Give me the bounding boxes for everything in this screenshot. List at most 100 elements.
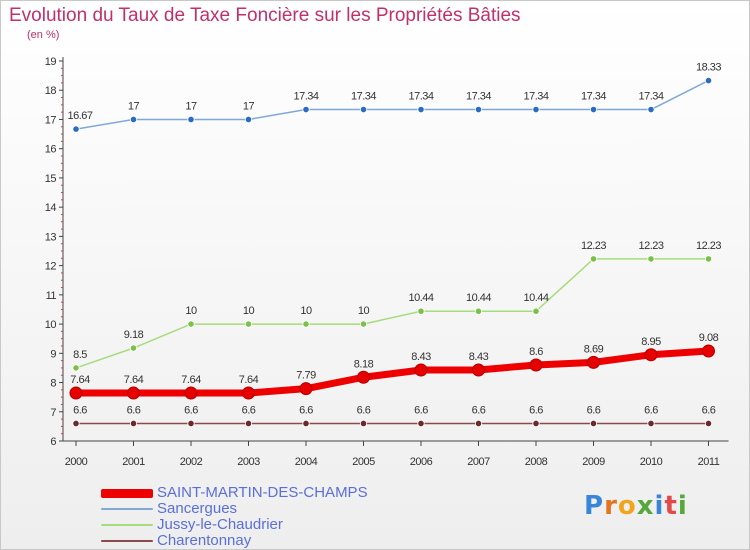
data-point (69, 386, 83, 400)
data-point (302, 105, 310, 114)
data-point (474, 307, 483, 315)
data-label: 8.18 (354, 358, 374, 370)
legend-item: Charentonnay (101, 533, 368, 549)
data-point (184, 386, 198, 400)
data-label: 6.6 (414, 404, 428, 416)
y-tick-label: 16 (45, 144, 57, 156)
y-tick-label: 8 (50, 378, 56, 390)
legend-label: Jussy-le-Chaudrier (157, 516, 283, 534)
y-tick-label: 17 (45, 114, 57, 126)
data-point (474, 105, 483, 114)
data-label: 9.18 (124, 329, 144, 341)
data-point (299, 382, 313, 396)
data-label: 17 (128, 100, 140, 112)
data-point (187, 320, 195, 328)
chart-subtitle: (en %) (27, 29, 60, 41)
data-label: 6.6 (529, 404, 543, 416)
data-label: 17.34 (523, 91, 548, 103)
data-label: 8.95 (641, 336, 661, 348)
legend-swatch (101, 488, 153, 498)
data-point (647, 255, 655, 263)
data-label: 7.64 (181, 374, 201, 386)
data-point (417, 419, 425, 428)
data-point (72, 364, 80, 372)
legend-label: Sancergues (157, 500, 238, 518)
data-label: 12.23 (638, 240, 663, 252)
data-label: 6.6 (702, 404, 716, 416)
data-point (472, 363, 485, 377)
data-label: 8.43 (411, 351, 431, 363)
y-tick-label: 10 (45, 319, 57, 331)
y-tick-label: 13 (45, 231, 57, 243)
data-label: 9.08 (699, 332, 719, 344)
x-tick-label: 2009 (582, 456, 605, 468)
data-label: 12.23 (696, 240, 721, 252)
data-point (532, 307, 540, 315)
y-tick-label: 7 (50, 407, 56, 419)
x-tick-label: 2011 (698, 456, 720, 468)
data-point (644, 348, 658, 362)
data-point (702, 344, 715, 358)
data-point (417, 105, 425, 114)
proxiti-logo: Proxiti (584, 491, 688, 521)
data-point (589, 419, 598, 428)
series-line-2 (75, 258, 710, 369)
data-label: 6.6 (472, 404, 486, 416)
data-point (474, 419, 483, 428)
data-label: 8.5 (73, 349, 87, 361)
data-label: 12.23 (581, 240, 606, 252)
data-point (244, 115, 253, 124)
series-line-0 (72, 347, 712, 397)
x-tick-label: 2002 (180, 456, 203, 468)
data-label: 17.34 (638, 91, 663, 103)
data-point (417, 307, 425, 315)
y-tick-label: 18 (45, 85, 57, 97)
data-label: 6.6 (73, 404, 87, 416)
data-point (72, 419, 80, 428)
y-tick-label: 19 (45, 56, 57, 68)
legend-swatch (101, 508, 153, 511)
data-point (589, 255, 598, 263)
data-label: 10 (358, 305, 370, 317)
data-point (72, 125, 80, 133)
data-label: 10.44 (466, 292, 491, 304)
data-label: 6.6 (357, 404, 371, 416)
y-tick-label: 9 (50, 348, 56, 360)
data-label: 17.34 (293, 91, 318, 103)
data-point (244, 320, 253, 328)
data-point (532, 419, 540, 428)
data-point (359, 105, 368, 114)
data-point (187, 115, 195, 124)
data-point (647, 105, 655, 114)
data-point (129, 115, 138, 124)
x-tick-label: 2007 (467, 456, 490, 468)
data-label: 6.6 (299, 404, 313, 416)
legend-label: Charentonnay (157, 532, 252, 550)
data-point (587, 355, 600, 369)
data-label: 16.67 (67, 110, 92, 122)
chart-title: Evolution du Taux de Taxe Foncière sur l… (9, 5, 521, 26)
data-label: 10.44 (408, 292, 433, 304)
data-label: 6.6 (587, 404, 601, 416)
x-tick-label: 2003 (237, 456, 260, 468)
data-label: 6.6 (127, 404, 141, 416)
data-label: 8.69 (584, 343, 604, 355)
x-tick-label: 2010 (640, 456, 663, 468)
data-point (704, 76, 713, 85)
data-label: 10 (243, 305, 255, 317)
data-point (647, 419, 655, 428)
data-label: 17 (243, 100, 255, 112)
data-point (302, 320, 310, 328)
data-point (704, 419, 713, 428)
legend-swatch (101, 524, 153, 527)
data-label: 8.43 (469, 351, 489, 363)
data-point (129, 344, 138, 352)
data-point (359, 419, 368, 428)
data-point (187, 419, 195, 428)
x-tick-label: 2001 (122, 456, 145, 468)
data-label: 8.6 (529, 346, 543, 358)
data-point (129, 419, 138, 428)
data-label: 17.34 (466, 91, 491, 103)
